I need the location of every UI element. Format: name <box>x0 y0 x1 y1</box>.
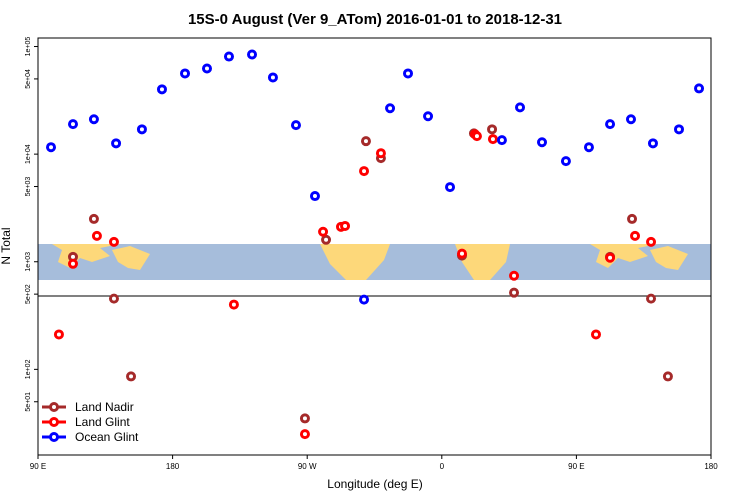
point <box>385 103 396 114</box>
point <box>359 294 370 305</box>
point <box>630 230 641 241</box>
point <box>88 213 99 224</box>
legend-label: Land Nadir <box>75 400 134 414</box>
x-tick-label: 180 <box>166 462 180 471</box>
point <box>318 226 329 237</box>
point <box>290 120 301 131</box>
point <box>646 236 657 247</box>
point <box>299 429 310 440</box>
point <box>662 371 673 382</box>
chart-title: 15S-0 August (Ver 9_ATom) 2016-01-01 to … <box>188 11 562 28</box>
point <box>309 191 320 202</box>
legend-label: Land Glint <box>75 415 130 429</box>
point <box>67 258 78 269</box>
point <box>108 293 119 304</box>
point <box>560 156 571 167</box>
point <box>375 148 386 159</box>
point <box>487 124 498 135</box>
point <box>228 299 239 310</box>
point <box>515 102 526 113</box>
x-tick-label: 180 <box>704 462 718 471</box>
y-tick-label: 5e+02 <box>25 284 32 304</box>
point <box>403 68 414 79</box>
point <box>67 119 78 130</box>
point <box>360 136 371 147</box>
point <box>509 287 520 298</box>
y-tick-label: 5e+01 <box>25 392 32 412</box>
x-tick-label: 0 <box>440 462 445 471</box>
y-tick-label: 1e+05 <box>25 37 32 57</box>
point <box>340 220 351 231</box>
legend-marker <box>49 417 59 427</box>
x-axis-label: Longitude (deg E) <box>327 477 422 491</box>
point <box>156 84 167 95</box>
point <box>91 230 102 241</box>
point <box>267 72 278 83</box>
point <box>627 213 638 224</box>
x-tick-label: 90 E <box>568 462 584 471</box>
point <box>456 248 467 259</box>
legend-label: Ocean Glint <box>75 430 139 444</box>
point <box>496 135 507 146</box>
point <box>423 111 434 122</box>
y-tick-label: 1e+02 <box>25 359 32 379</box>
point <box>126 371 137 382</box>
point <box>223 51 234 62</box>
point <box>111 138 122 149</box>
point <box>247 49 258 60</box>
point <box>647 138 658 149</box>
point <box>53 329 64 340</box>
point <box>445 182 456 193</box>
point <box>136 124 147 135</box>
point <box>537 137 548 148</box>
point <box>321 234 332 245</box>
point <box>605 119 616 130</box>
y-tick-label: 1e+03 <box>25 252 32 272</box>
y-tick-label: 5e+03 <box>25 177 32 197</box>
x-tick-label: 90 E <box>30 462 46 471</box>
map-strip <box>38 244 711 280</box>
point <box>694 83 705 94</box>
y-axis-label: N Total <box>0 227 13 264</box>
point <box>46 142 57 153</box>
point <box>359 166 370 177</box>
point <box>180 68 191 79</box>
point <box>583 142 594 153</box>
point <box>471 131 482 142</box>
x-tick-label: 90 W <box>298 462 317 471</box>
y-tick-label: 1e+04 <box>25 144 32 164</box>
point <box>108 236 119 247</box>
point <box>487 134 498 145</box>
legend-marker <box>49 432 59 442</box>
point <box>605 252 616 263</box>
point <box>646 293 657 304</box>
y-tick-label: 5e+04 <box>25 69 32 89</box>
point <box>299 413 310 424</box>
point <box>673 124 684 135</box>
point <box>88 114 99 125</box>
plot-frame <box>37 37 712 456</box>
point <box>590 329 601 340</box>
point <box>509 270 520 281</box>
point <box>201 63 212 74</box>
legend-marker <box>49 402 59 412</box>
point <box>625 114 636 125</box>
